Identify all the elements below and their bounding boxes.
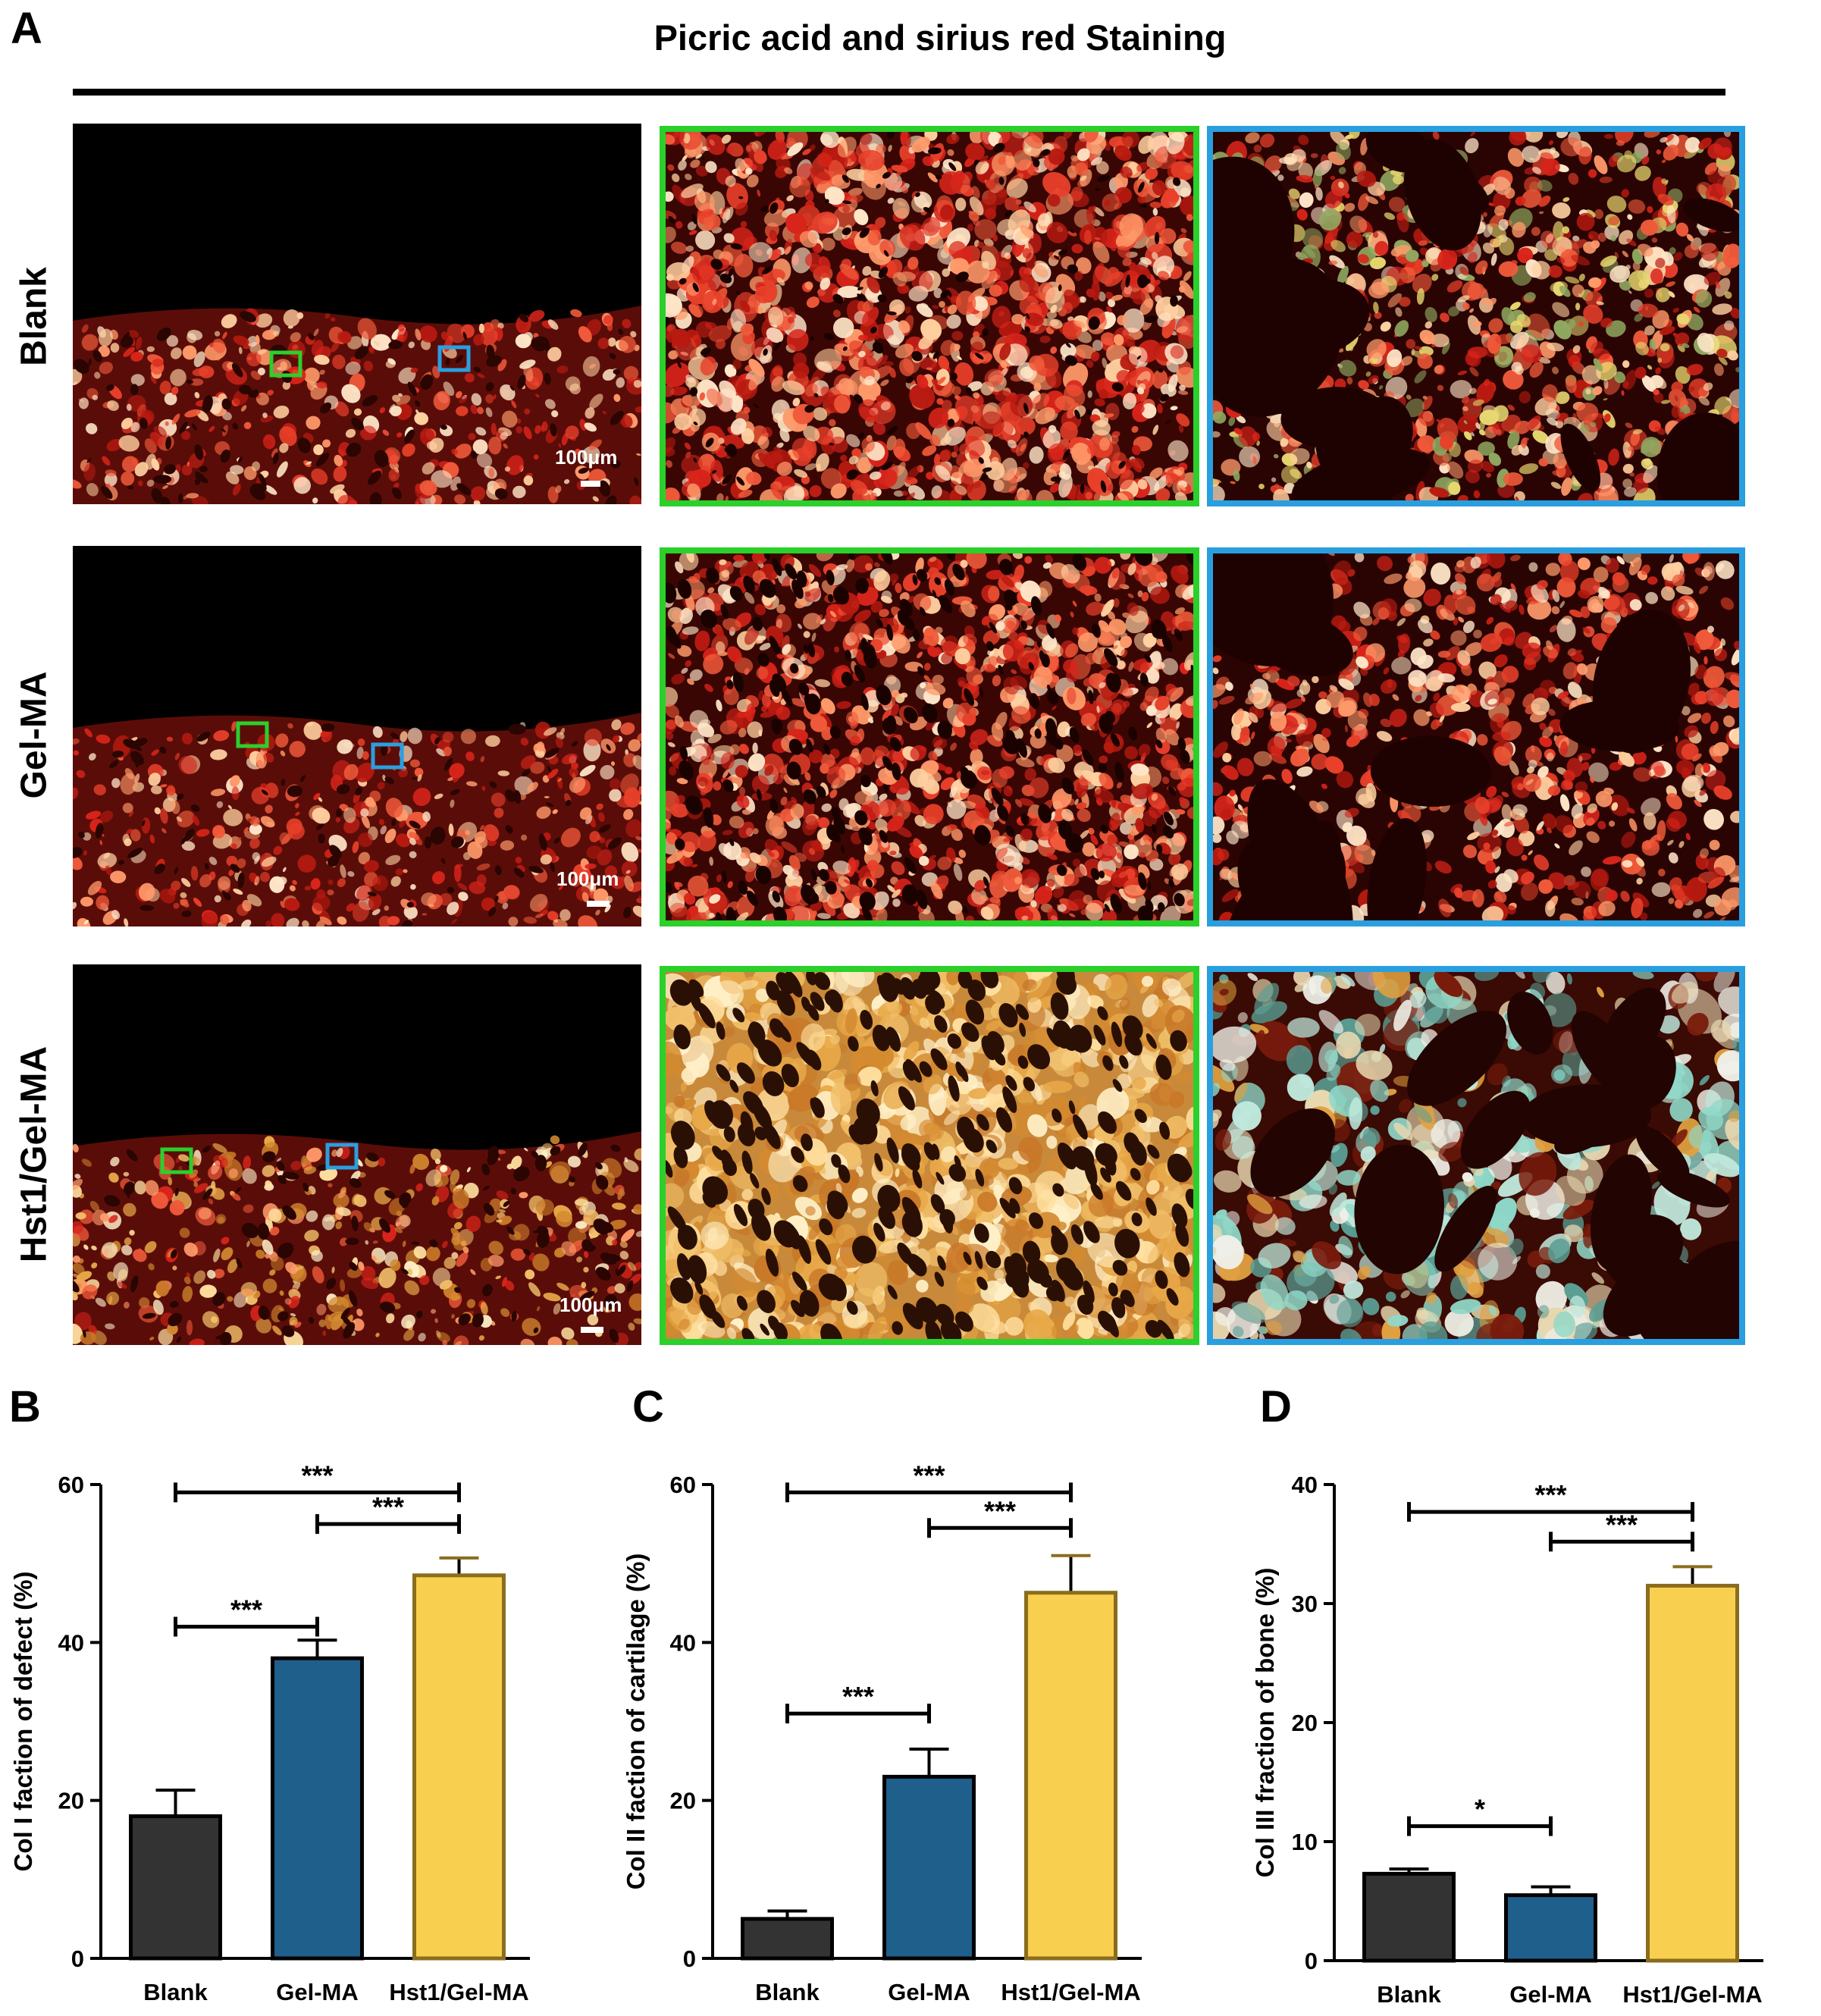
micrograph-zoom-blue-blank [1207,126,1745,506]
significance-label: *** [913,1459,945,1491]
chart-col-i: 0 20 40 60 Col I faction of defect (%) Blank G… [0,1441,606,2012]
x-tick-label: Gel-MA [276,1979,359,2005]
y-axis-label: Col III fraction of bone (%) [1251,1568,1279,1878]
significance-label: *** [842,1681,874,1712]
chart-body: 0 10 20 30 40 Col III fraction of bone (%) Bla… [1251,1472,1763,2008]
x-tick-label: Gel-MA [1509,1981,1592,2008]
scale-bar-blank [581,481,600,487]
bar-blank [1365,1873,1454,1961]
micrograph-zoom-green-hst1 [660,966,1199,1345]
row-label-hst1: Hst1/Gel-MA [14,927,55,1382]
micrograph-zoom-green-gelma [660,547,1199,926]
x-tick-label: Hst1/Gel-MA [1001,1979,1140,2005]
micrograph-zoom-blue-hst1 [1207,966,1745,1345]
x-tick-label: Hst1/Gel-MA [1622,1981,1762,2008]
scale-bar-label-gelma: 100μm [556,867,619,891]
x-tick-label: Gel-MA [888,1979,970,2005]
y-axis-label: Col I faction of defect (%) [9,1572,37,1872]
chart-body: 0 20 40 60 Col I faction of defect (%) Blank G… [9,1459,530,2005]
y-axis-label: Col II faction of cartilage (%) [622,1554,650,1890]
y-tick-label: 40 [1292,1472,1318,1498]
scale-bar-label-hst1: 100μm [559,1293,622,1317]
y-tick-label: 20 [58,1788,84,1814]
panel-letter-b: B [9,1381,41,1432]
chart-body: 0 20 40 60 Col II faction of cartilage (%) Bl… [622,1459,1142,2005]
row-label-blank: Blank [14,89,55,544]
bar-hst1-gel-ma [1648,1585,1738,1961]
y-tick-label: 40 [58,1629,84,1656]
significance-label: *** [1534,1479,1566,1510]
panel-letter-d: D [1260,1381,1292,1432]
x-tick-label: Blank [143,1979,208,2005]
y-tick-label: 60 [670,1472,696,1498]
bar-blank [131,1817,221,1959]
chart-col-ii: 0 20 40 60 Col II faction of cartilage (%) Bl… [614,1441,1221,2012]
y-tick-label: 0 [683,1945,696,1972]
row-label-gelma: Gel-MA [14,508,55,963]
micrograph-zoom-blue-gelma [1207,547,1745,926]
significance-label: *** [372,1491,404,1522]
chart-col-iii: 0 10 20 30 40 Col III fraction of bone (%) Bla… [1243,1441,1821,2012]
y-tick-label: 0 [1305,1948,1318,1974]
significance-label: *** [301,1459,333,1491]
bar-hst1-gel-ma [1026,1593,1116,1958]
y-tick-label: 60 [58,1472,84,1498]
y-tick-label: 20 [670,1788,696,1814]
significance-label: *** [984,1495,1016,1526]
x-tick-label: Blank [1377,1981,1441,2008]
x-tick-label: Blank [755,1979,820,2005]
scale-bar-gelma [587,901,610,907]
panel-letter-c: C [632,1381,664,1432]
y-tick-label: 20 [1292,1710,1318,1736]
y-tick-label: 0 [71,1945,84,1972]
bar-blank [743,1919,832,1958]
significance-label: * [1475,1794,1485,1825]
title-rule [73,89,1725,96]
bar-gel-ma [1506,1895,1596,1961]
scale-bar-label-blank: 100μm [555,446,617,469]
y-tick-label: 10 [1292,1829,1318,1855]
bar-gel-ma [273,1658,362,1958]
significance-label: *** [1606,1509,1638,1540]
y-tick-label: 40 [670,1629,696,1656]
micrograph-zoom-green-blank [660,126,1199,506]
micrograph-overview-hst1 [73,964,641,1345]
x-tick-label: Hst1/Gel-MA [389,1979,528,2005]
significance-label: *** [230,1594,262,1626]
figure-title: Picric acid and sirius red Staining [0,17,1821,58]
bar-hst1-gel-ma [415,1575,504,1958]
y-tick-label: 30 [1292,1591,1318,1617]
scale-bar-hst1 [581,1327,603,1333]
bar-gel-ma [885,1776,974,1958]
